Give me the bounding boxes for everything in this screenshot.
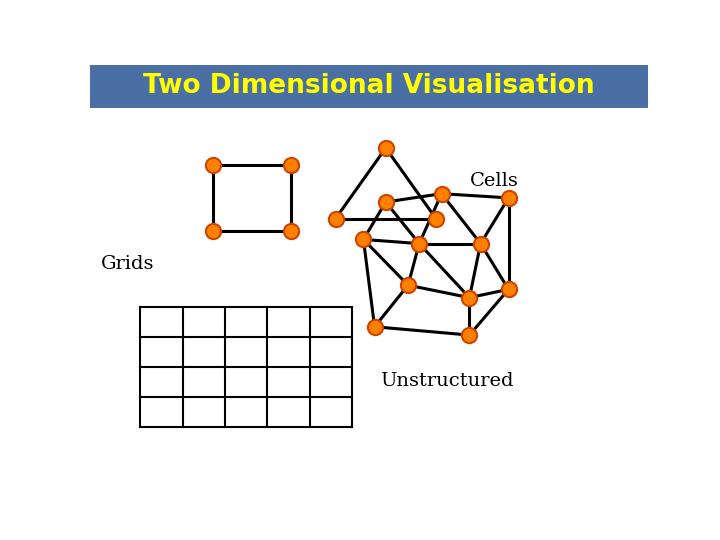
Text: Grids: Grids — [101, 255, 155, 273]
Text: Unstructured: Unstructured — [380, 372, 514, 390]
Point — [436, 190, 447, 198]
Text: Cells: Cells — [469, 172, 518, 190]
Point — [475, 239, 487, 248]
Point — [207, 160, 219, 169]
Point — [413, 239, 425, 248]
Point — [380, 198, 392, 206]
Point — [380, 144, 392, 152]
Point — [207, 227, 219, 235]
Point — [369, 322, 380, 331]
FancyBboxPatch shape — [90, 65, 648, 109]
Point — [358, 235, 369, 244]
Point — [464, 293, 475, 302]
Point — [503, 193, 514, 202]
Point — [464, 330, 475, 340]
Point — [431, 214, 442, 223]
Point — [285, 160, 297, 169]
Point — [402, 281, 414, 289]
Text: Two Dimensional Visualisation: Two Dimensional Visualisation — [143, 73, 595, 99]
Point — [503, 285, 514, 294]
Point — [285, 227, 297, 235]
Point — [330, 214, 341, 223]
